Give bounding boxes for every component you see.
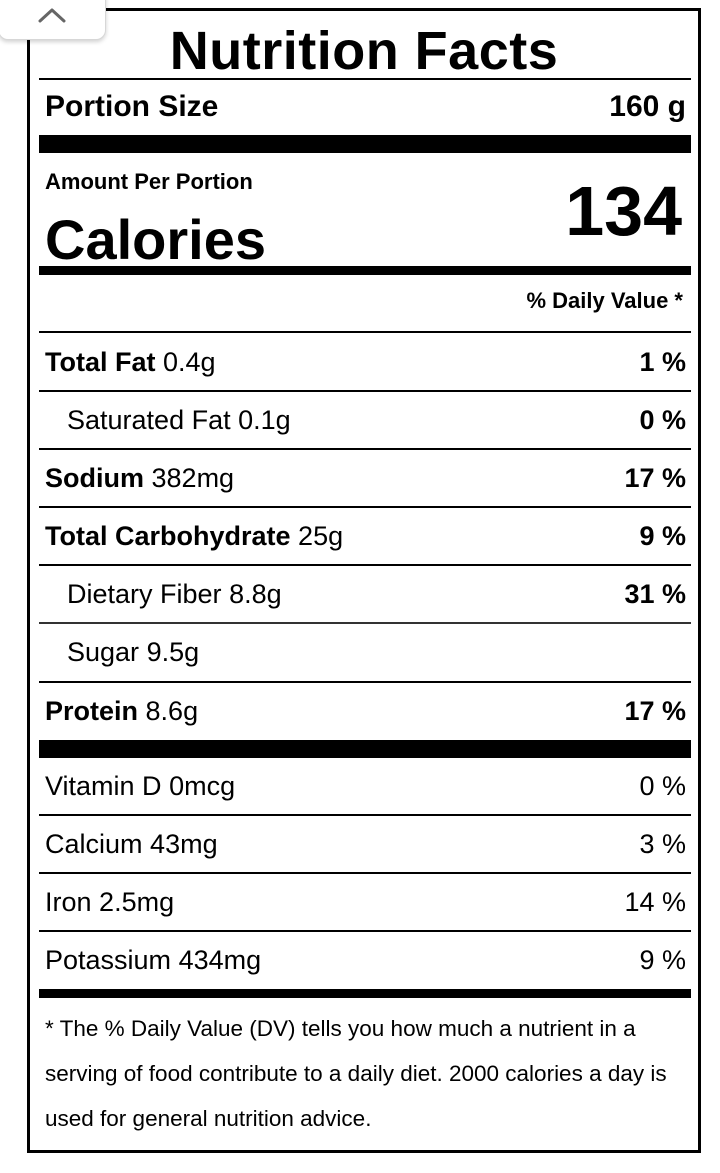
nutrient-row-total-carbohydrate: Total Carbohydrate 25g 9 %: [45, 508, 686, 564]
nutrient-amount: 382mg: [151, 462, 235, 493]
nutrient-row-protein: Protein 8.6g 17 %: [45, 683, 686, 739]
vitamin-dv: 9 %: [639, 944, 686, 975]
portion-value: 160 g: [609, 90, 686, 123]
nutrient-name: Protein: [45, 695, 139, 726]
divider: [39, 564, 691, 566]
medium-divider: [39, 266, 691, 275]
vitamin-name: Calcium: [45, 828, 143, 859]
nutrient-name: Saturated Fat: [67, 404, 231, 435]
nutrient-amount: 25g: [298, 520, 344, 551]
divider: [39, 930, 691, 932]
label-title: Nutrition Facts: [169, 21, 559, 81]
nutrient-name: Sugar: [67, 636, 140, 667]
chevron-up-icon: [37, 6, 67, 29]
nutrient-row-sodium: Sodium 382mg 17 %: [45, 450, 686, 506]
nutrient-dv: 17 %: [624, 695, 686, 726]
nutrient-amount: 8.6g: [145, 695, 199, 726]
divider: [39, 622, 691, 624]
vitamin-name: Potassium: [45, 944, 172, 975]
portion-row: Portion Size 160 g: [45, 87, 686, 127]
vitamin-name: Vitamin D: [45, 771, 162, 801]
divider: [39, 78, 691, 80]
nutrient-name: Sodium: [45, 462, 144, 493]
divider: [39, 506, 691, 508]
vitamin-dv: 14 %: [624, 886, 686, 917]
divider: [39, 872, 691, 874]
nutrient-dv: 17 %: [624, 462, 686, 493]
vitamin-name: Iron: [45, 886, 92, 917]
daily-value-header: % Daily Value *: [526, 288, 683, 313]
divider: [39, 448, 691, 450]
nutrient-row-saturated-fat: Saturated Fat 0.1g 0 %: [67, 392, 686, 448]
divider: [39, 331, 691, 333]
nutrient-dv: 31 %: [624, 578, 686, 609]
thick-divider: [39, 135, 691, 153]
vitamin-amount: 43mg: [150, 828, 218, 859]
medium-divider: [39, 989, 691, 998]
nutrient-name: Total Fat: [45, 346, 156, 377]
vitamin-dv: 0 %: [639, 771, 686, 801]
vitamin-amount: 2.5mg: [99, 886, 175, 917]
nutrient-name: Dietary Fiber: [67, 578, 222, 609]
vitamin-row-iron: Iron 2.5mg 14 %: [45, 874, 686, 930]
vitamin-dv: 3 %: [639, 828, 686, 859]
nutrition-label: Nutrition Facts Portion Size 160 g Amoun…: [27, 8, 701, 1153]
nutrient-dv: 1 %: [639, 346, 686, 377]
vitamin-amount: 434mg: [178, 944, 262, 975]
divider: [39, 681, 691, 683]
nutrient-amount: 0.4g: [163, 346, 216, 377]
vitamin-amount: 0mcg: [169, 771, 236, 801]
calories-value: 134: [565, 172, 682, 250]
divider: [39, 814, 691, 816]
vitamin-row-vitamin-d: Vitamin D 0mcg 0 %: [45, 759, 686, 814]
vitamin-row-calcium: Calcium 43mg 3 %: [45, 816, 686, 872]
nutrient-row-sugar: Sugar 9.5g: [67, 624, 686, 680]
footnote: * The % Daily Value (DV) tells you how m…: [45, 1016, 667, 1131]
divider: [39, 390, 691, 392]
amount-per-portion: Amount Per Portion: [45, 169, 253, 194]
nutrient-row-dietary-fiber: Dietary Fiber 8.8g 31 %: [67, 566, 686, 622]
nutrient-amount: 9.5g: [146, 636, 200, 667]
collapse-button[interactable]: [0, 0, 106, 40]
nutrient-row-total-fat: Total Fat 0.4g 1 %: [45, 334, 686, 390]
nutrient-amount: 0.1g: [238, 404, 291, 435]
portion-label: Portion Size: [45, 90, 219, 123]
calories-label: Calories: [45, 208, 266, 271]
nutrient-name: Total Carbohydrate: [45, 520, 291, 551]
thick-divider: [39, 740, 691, 758]
vitamin-row-potassium: Potassium 434mg 9 %: [45, 932, 686, 988]
nutrient-amount: 8.8g: [229, 578, 282, 609]
nutrient-dv: 0 %: [639, 404, 686, 435]
nutrient-dv: 9 %: [639, 520, 686, 551]
